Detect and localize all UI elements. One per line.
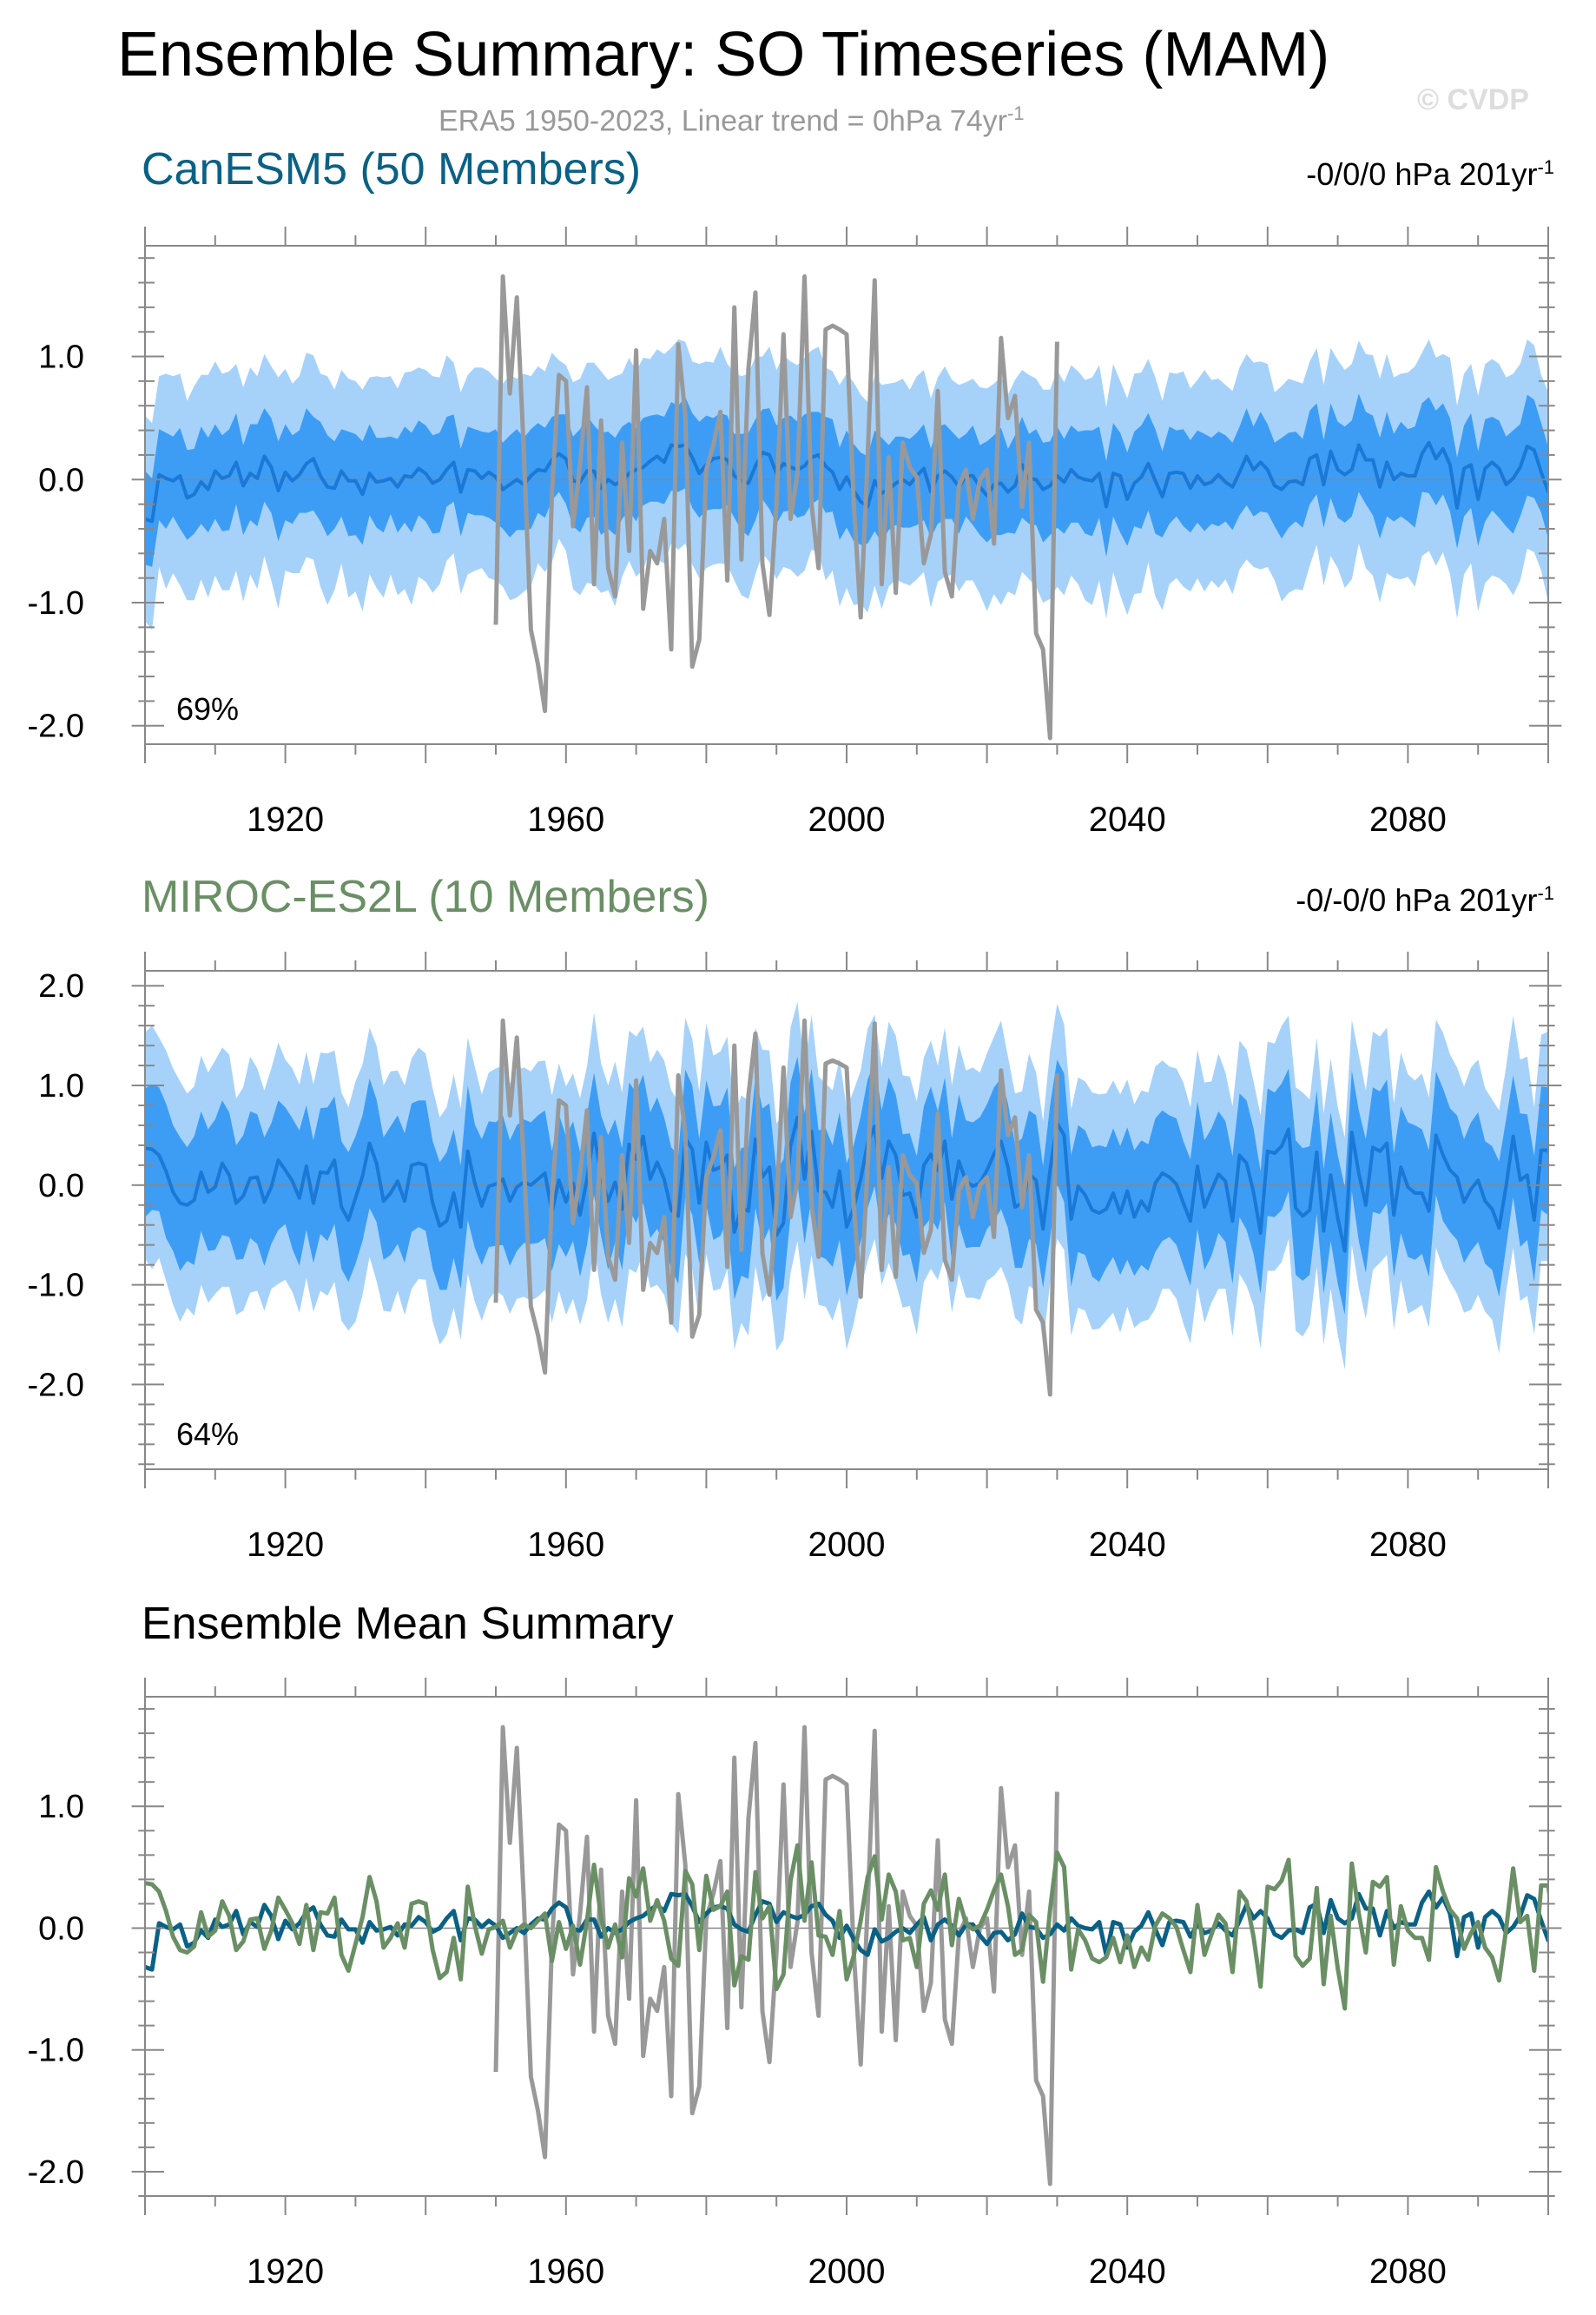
x-tick-label: 2080 <box>1369 1526 1447 1564</box>
x-tick-label: 1920 <box>247 1526 324 1564</box>
x-tick-label: 1960 <box>527 801 604 839</box>
panel1-plot-area <box>145 274 1548 741</box>
x-tick-label: 2040 <box>1089 801 1166 839</box>
y-tick-label: 1.0 <box>38 1068 84 1105</box>
figure-title: Ensemble Summary: SO Timeseries (MAM) <box>117 20 1330 89</box>
figure-subtitle: ERA5 1950-2023, Linear trend = 0hPa 74yr… <box>439 102 1025 138</box>
panel3-plot-area <box>145 1725 1548 2186</box>
panel2-trend-text: -0/-0/0 hPa 201yr <box>1296 882 1538 918</box>
panel1-plot: 69% 1.0 0.0 -1.0 -2.0 1920 1960 2000 2040 2080 <box>28 227 1562 839</box>
y-tick-label: -2.0 <box>28 1367 84 1403</box>
y-tick-label: -1.0 <box>28 585 84 622</box>
panel2-plot-area <box>145 1001 1548 1397</box>
y-tick-label: 0.0 <box>38 1910 84 1947</box>
panel3-plot: 1.0 0.0 -1.0 -2.0 1920 1960 2000 2040 2080 <box>28 1678 1562 2291</box>
panel1-title: CanESM5 (50 Members) <box>142 144 642 195</box>
panel1-trend-text: -0/0/0 hPa 201yr <box>1306 156 1538 192</box>
y-tick-label: 1.0 <box>38 1789 84 1825</box>
panel2-title: MIROC-ES2L (10 Members) <box>142 872 709 922</box>
x-tick-label: 2080 <box>1369 801 1447 839</box>
y-tick-label: -1.0 <box>28 2033 84 2069</box>
y-tick-label: 1.0 <box>38 340 84 376</box>
x-tick-label: 2000 <box>808 1526 886 1564</box>
x-tick-label: 2040 <box>1089 2252 1166 2291</box>
y-tick-label: -2.0 <box>28 709 84 745</box>
era5-observed-line <box>493 1018 1059 1397</box>
cvdp-watermark: © CVDP <box>1417 83 1529 116</box>
x-tick-label: 1960 <box>527 1526 604 1564</box>
x-tick-label: 1960 <box>527 2252 604 2291</box>
x-tick-label: 1920 <box>247 2252 324 2291</box>
subtitle-sup: -1 <box>1006 102 1025 124</box>
y-tick-label: 2.0 <box>38 968 84 1005</box>
x-tick-label: 2080 <box>1369 2252 1447 2291</box>
percent-label: 64% <box>176 1416 239 1452</box>
panel3-title: Ensemble Mean Summary <box>142 1599 674 1649</box>
series-line-3 <box>145 1843 1548 2011</box>
panel1-trend: -0/0/0 hPa 201yr-1 <box>1306 156 1554 193</box>
x-tick-label: 2000 <box>808 801 886 839</box>
y-tick-label: 0.0 <box>38 1168 84 1204</box>
y-tick-label: 0.0 <box>38 462 84 498</box>
y-tick-label: -1.0 <box>28 1268 84 1304</box>
x-tick-label: 2000 <box>808 2252 886 2291</box>
subtitle-text: ERA5 1950-2023, Linear trend = 0hPa 74yr <box>439 104 1007 138</box>
panel1-trend-sup: -1 <box>1537 156 1554 178</box>
panel2-trend: -0/-0/0 hPa 201yr-1 <box>1296 882 1554 919</box>
x-tick-label: 2040 <box>1089 1526 1166 1564</box>
panel2-plot: 64% 2.0 1.0 0.0 -1.0 -2.0 1920 1960 2000 2040 2080 <box>28 952 1562 1564</box>
ensemble-mean-line <box>145 440 1548 524</box>
percent-label: 69% <box>176 691 239 727</box>
era5-observed-line <box>493 274 1059 741</box>
x-tick-label: 1920 <box>247 801 324 839</box>
panel2-trend-sup: -1 <box>1537 882 1554 904</box>
y-tick-label: -2.0 <box>28 2154 84 2191</box>
ensemble-mean-line <box>145 1115 1548 1253</box>
